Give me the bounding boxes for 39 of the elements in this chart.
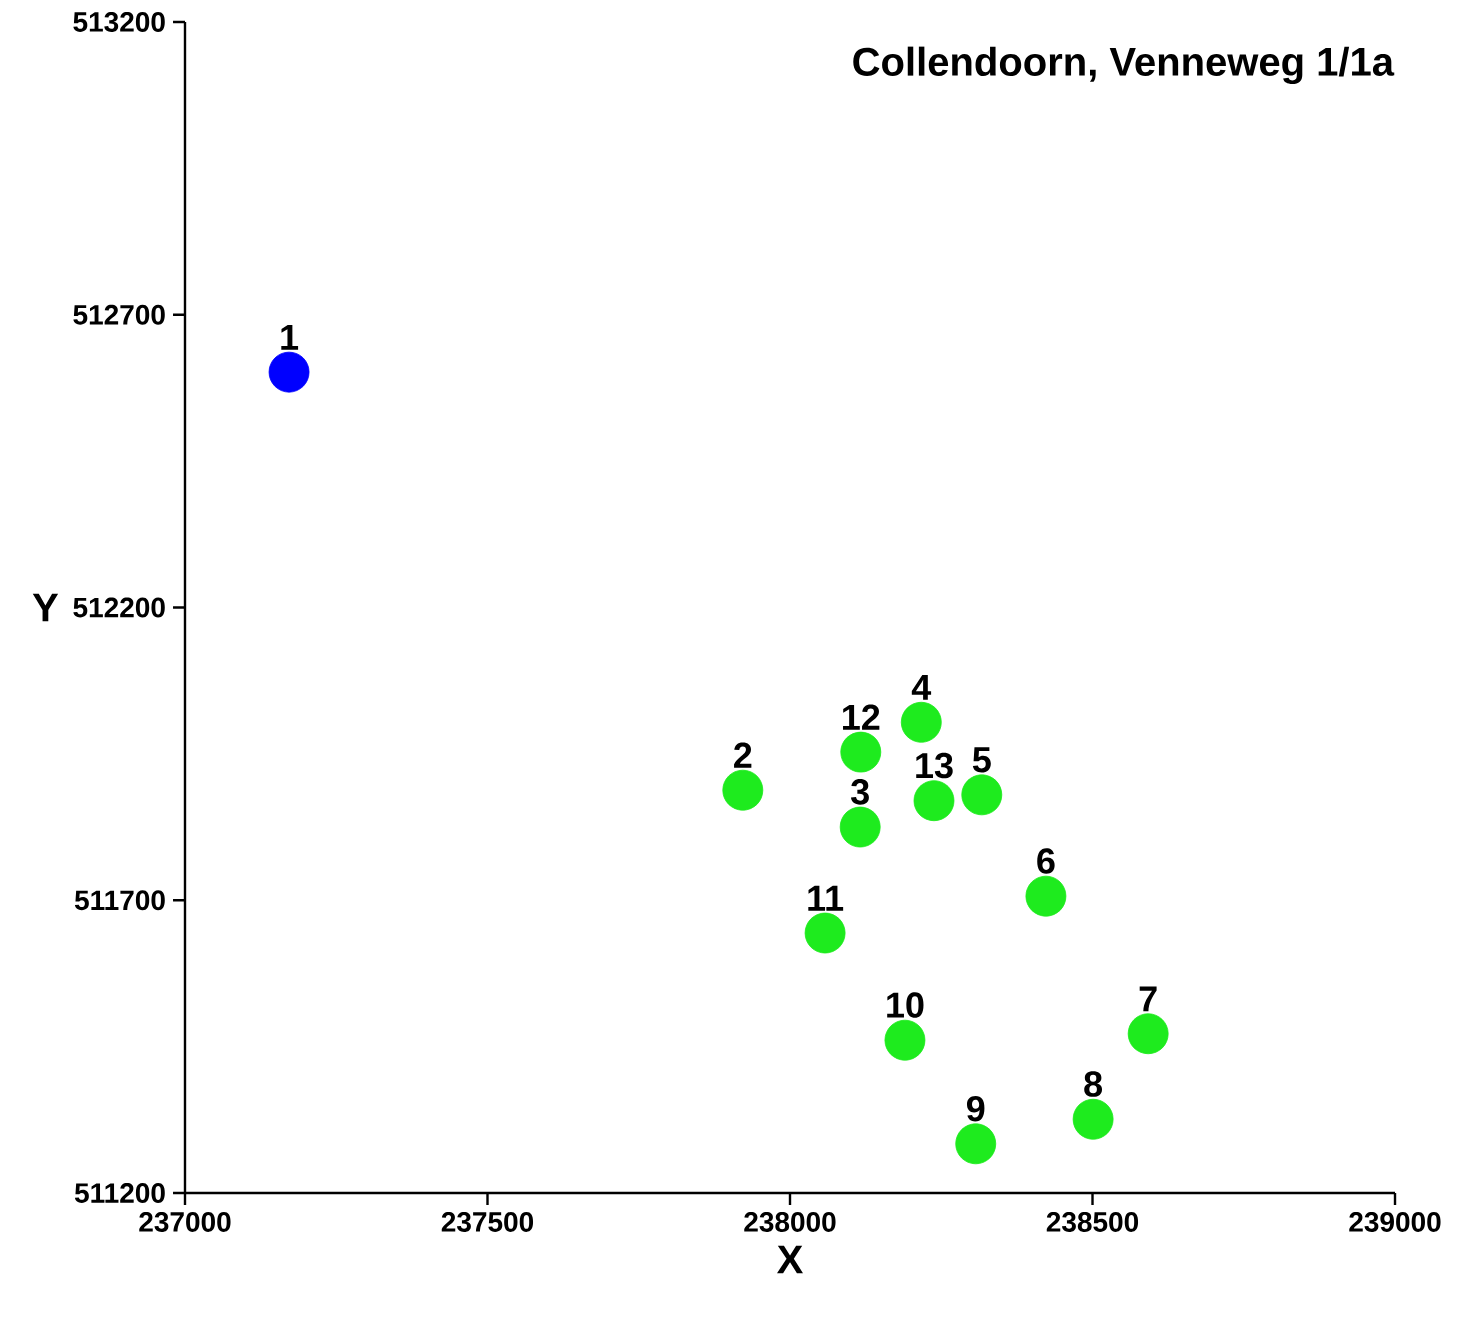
point [884, 1019, 926, 1061]
y-tick-label: 512700 [73, 304, 165, 325]
annotation: 3 [850, 779, 869, 805]
point [1072, 1098, 1114, 1140]
annotation: 8 [1084, 1071, 1103, 1097]
x-tick-label: 238500 [1046, 1212, 1139, 1232]
x-tick-label: 239000 [1349, 1212, 1441, 1232]
y-tick-label: 511700 [74, 890, 165, 911]
x-tick-label: 238000 [744, 1212, 836, 1232]
x-axis-title: X [777, 1245, 803, 1274]
annotation: 6 [1037, 848, 1055, 874]
point [722, 769, 764, 811]
text: Collendoorn, Venneweg 1/1a [853, 46, 1395, 85]
point [1025, 875, 1067, 917]
point [900, 701, 942, 743]
annotation: 4 [911, 675, 932, 700]
annotation: 10 [887, 992, 924, 1018]
point [804, 912, 846, 954]
point [839, 806, 881, 848]
point [961, 774, 1003, 816]
point [840, 731, 882, 773]
annotation: 12 [843, 704, 880, 730]
annotation: 11 [808, 885, 844, 911]
y-tick-label: 513200 [73, 12, 165, 32]
annotation: 5 [972, 747, 991, 773]
annotation: 7 [1139, 986, 1157, 1012]
annotation: 2 [734, 742, 752, 768]
y-tick-label: 512200 [73, 597, 165, 618]
point [1127, 1013, 1169, 1055]
x-tick-label: 237500 [441, 1212, 534, 1232]
x-tick-label: 237000 [139, 1212, 231, 1232]
point [268, 351, 310, 393]
y-axis-title: Y [32, 593, 59, 622]
y-tick-label: 511200 [74, 1183, 165, 1203]
point [913, 780, 955, 822]
annotation: 13 [916, 752, 953, 779]
annotation: 1 [281, 324, 299, 350]
point [955, 1123, 997, 1165]
annotation: 9 [966, 1095, 985, 1122]
